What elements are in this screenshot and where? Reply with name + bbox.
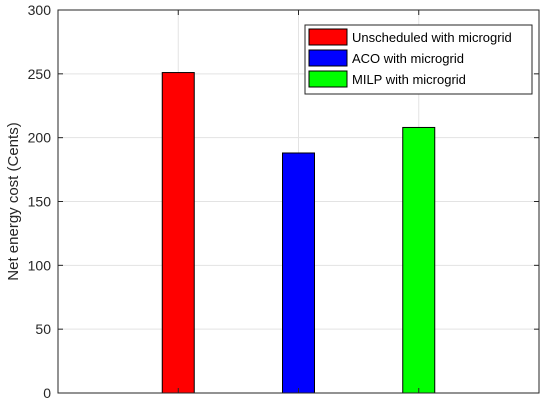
legend: Unscheduled with microgrid ACO with micro… <box>304 24 533 95</box>
legend-swatch <box>308 28 348 46</box>
y-tick-label: 150 <box>28 194 52 210</box>
legend-label: MILP with microgrid <box>352 72 466 87</box>
bars <box>161 72 436 394</box>
y-axis-label: Net energy cost (Cents) <box>5 122 22 280</box>
bar <box>402 126 436 394</box>
bar <box>282 152 315 394</box>
legend-label: Unscheduled with microgrid <box>352 30 512 45</box>
legend-swatch <box>308 49 348 67</box>
y-tick-label: 250 <box>28 66 52 82</box>
bar <box>161 72 195 394</box>
y-axis-ticks: 0 50 100 150 200 250 300 <box>28 2 539 401</box>
y-tick-label: 0 <box>43 385 51 401</box>
y-tick-label: 200 <box>28 130 52 146</box>
legend-label: ACO with microgrid <box>352 51 464 66</box>
y-tick-label: 50 <box>35 321 51 337</box>
y-tick-label: 300 <box>28 2 52 18</box>
y-tick-label: 100 <box>28 257 52 273</box>
legend-swatch <box>308 70 348 88</box>
